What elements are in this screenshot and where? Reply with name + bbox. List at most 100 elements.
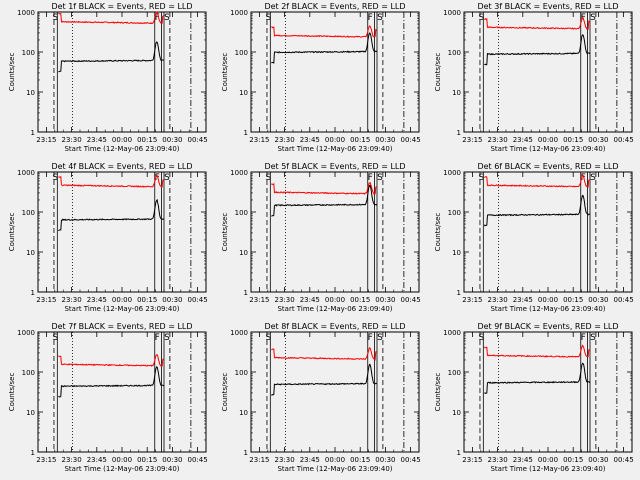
- flag-label-saa-start: S: [52, 13, 58, 23]
- x-tick-label: 00:45: [401, 296, 421, 304]
- series-lld-line: [271, 347, 378, 361]
- x-tick-label: 23:30: [488, 136, 508, 144]
- x-tick-label: 23:30: [488, 296, 508, 304]
- x-tick-label: 23:30: [62, 456, 82, 464]
- panel-title: Det 1f BLACK = Events, RED = LLD: [51, 2, 192, 11]
- plot-frame: [37, 11, 207, 133]
- plot-frame: [250, 11, 420, 133]
- series-events-line: [271, 32, 378, 64]
- panel-4: Det 4f BLACK = Events, RED = LLD 1 10 100 10…: [8, 162, 208, 313]
- y-tick-label: 1000: [230, 329, 248, 337]
- x-axis-label: Start Time (12-May-06 23:09:40): [490, 305, 605, 313]
- x-tick-label: 00:15: [350, 456, 370, 464]
- y-tick-label: 100: [448, 369, 461, 377]
- x-tick-label: 00:00: [112, 456, 132, 464]
- flag-label-flare: F: [581, 173, 586, 183]
- x-axis-label: Start Time (12-May-06 23:09:40): [64, 305, 179, 313]
- panel-title: Det 8f BLACK = Events, RED = LLD: [264, 322, 405, 331]
- panel-title: Det 2f BLACK = Events, RED = LLD: [264, 2, 405, 11]
- plot-frame: [250, 171, 420, 293]
- x-tick-label: 23:45: [513, 296, 533, 304]
- x-tick-label: 23:15: [462, 136, 482, 144]
- series-events-line: [271, 363, 378, 396]
- y-tick-label: 1: [31, 449, 35, 457]
- y-tick-label: 10: [452, 89, 461, 97]
- y-tick-label: 1000: [443, 169, 461, 177]
- y-tick-label: 1000: [443, 9, 461, 17]
- x-tick-label: 23:45: [87, 456, 107, 464]
- y-axis-label: Counts/sec: [434, 213, 442, 252]
- x-axis-label: Start Time (12-May-06 23:09:40): [64, 145, 179, 153]
- plot-frame: [463, 331, 633, 453]
- x-tick-label: 23:15: [249, 296, 269, 304]
- x-tick-label: 00:00: [325, 136, 345, 144]
- y-tick-label: 1000: [17, 9, 35, 17]
- plot-frame: [463, 11, 633, 133]
- x-tick-label: 23:30: [488, 456, 508, 464]
- x-tick-label: 00:45: [614, 136, 634, 144]
- flag-label-saa-end: S: [590, 333, 596, 343]
- x-tick-label: 23:30: [275, 296, 295, 304]
- series-events-line: [484, 34, 591, 66]
- x-tick-label: 00:00: [538, 136, 558, 144]
- x-tick-label: 00:00: [112, 296, 132, 304]
- panel-title: Det 4f BLACK = Events, RED = LLD: [51, 162, 192, 171]
- y-axis-label: Counts/sec: [434, 53, 442, 92]
- flag-label-flare: F: [368, 13, 373, 23]
- y-tick-label: 100: [448, 49, 461, 57]
- flag-label-saa-end: S: [164, 13, 170, 23]
- panel-3: Det 3f BLACK = Events, RED = LLD 1 10 100 10…: [434, 2, 634, 153]
- x-tick-label: 00:15: [350, 296, 370, 304]
- x-axis-label: Start Time (12-May-06 23:09:40): [490, 465, 605, 473]
- x-tick-label: 00:45: [401, 136, 421, 144]
- flag-label-saa-end: S: [377, 173, 383, 183]
- series-lld-line: [58, 174, 165, 188]
- series-events-line: [58, 198, 165, 232]
- x-tick-label: 23:15: [36, 296, 56, 304]
- panel-title: Det 6f BLACK = Events, RED = LLD: [477, 162, 618, 171]
- x-tick-label: 00:00: [325, 296, 345, 304]
- x-axis-label: Start Time (12-May-06 23:09:40): [277, 465, 392, 473]
- series-lld-line: [58, 354, 165, 367]
- x-tick-label: 00:30: [162, 456, 182, 464]
- y-tick-label: 100: [22, 49, 35, 57]
- plot-frame: [250, 331, 420, 453]
- x-tick-label: 23:45: [300, 136, 320, 144]
- x-tick-label: 23:15: [462, 456, 482, 464]
- x-tick-label: 00:30: [588, 296, 608, 304]
- x-tick-label: 00:30: [375, 456, 395, 464]
- series-lld-line: [271, 181, 378, 195]
- flag-label-saa-end: S: [377, 13, 383, 23]
- x-tick-label: 00:15: [563, 296, 583, 304]
- panel-8: Det 8f BLACK = Events, RED = LLD 1 10 100 10…: [221, 322, 421, 473]
- x-tick-label: 00:30: [375, 296, 395, 304]
- y-tick-label: 1000: [17, 169, 35, 177]
- x-tick-label: 00:30: [162, 136, 182, 144]
- flag-label-flare: F: [155, 333, 160, 343]
- x-tick-label: 00:30: [588, 456, 608, 464]
- x-axis-label: Start Time (12-May-06 23:09:40): [64, 465, 179, 473]
- series-events-line: [271, 184, 378, 217]
- flag-label-saa-end: S: [377, 333, 383, 343]
- x-tick-label: 00:30: [588, 136, 608, 144]
- panel-7: Det 7f BLACK = Events, RED = LLD 1 10 100 10…: [8, 322, 208, 473]
- y-tick-label: 100: [235, 49, 248, 57]
- flag-label-saa-start: S: [265, 13, 271, 23]
- y-tick-label: 1000: [17, 329, 35, 337]
- panel-1: Det 1f BLACK = Events, RED = LLD 1 10 100 10…: [8, 2, 208, 153]
- series-events-line: [58, 41, 165, 73]
- x-tick-label: 23:30: [62, 296, 82, 304]
- x-tick-label: 00:00: [325, 456, 345, 464]
- y-tick-label: 1000: [230, 169, 248, 177]
- x-tick-label: 23:45: [513, 456, 533, 464]
- x-tick-label: 00:15: [350, 136, 370, 144]
- y-axis-label: Counts/sec: [221, 373, 229, 412]
- y-tick-label: 10: [239, 89, 248, 97]
- y-tick-label: 1: [457, 449, 461, 457]
- x-tick-label: 00:45: [188, 296, 208, 304]
- x-tick-label: 00:15: [137, 296, 157, 304]
- panel-9: Det 9f BLACK = Events, RED = LLD 1 10 100 10…: [434, 322, 634, 473]
- x-tick-label: 00:30: [162, 296, 182, 304]
- x-tick-label: 00:45: [188, 136, 208, 144]
- series-events-line: [58, 366, 165, 398]
